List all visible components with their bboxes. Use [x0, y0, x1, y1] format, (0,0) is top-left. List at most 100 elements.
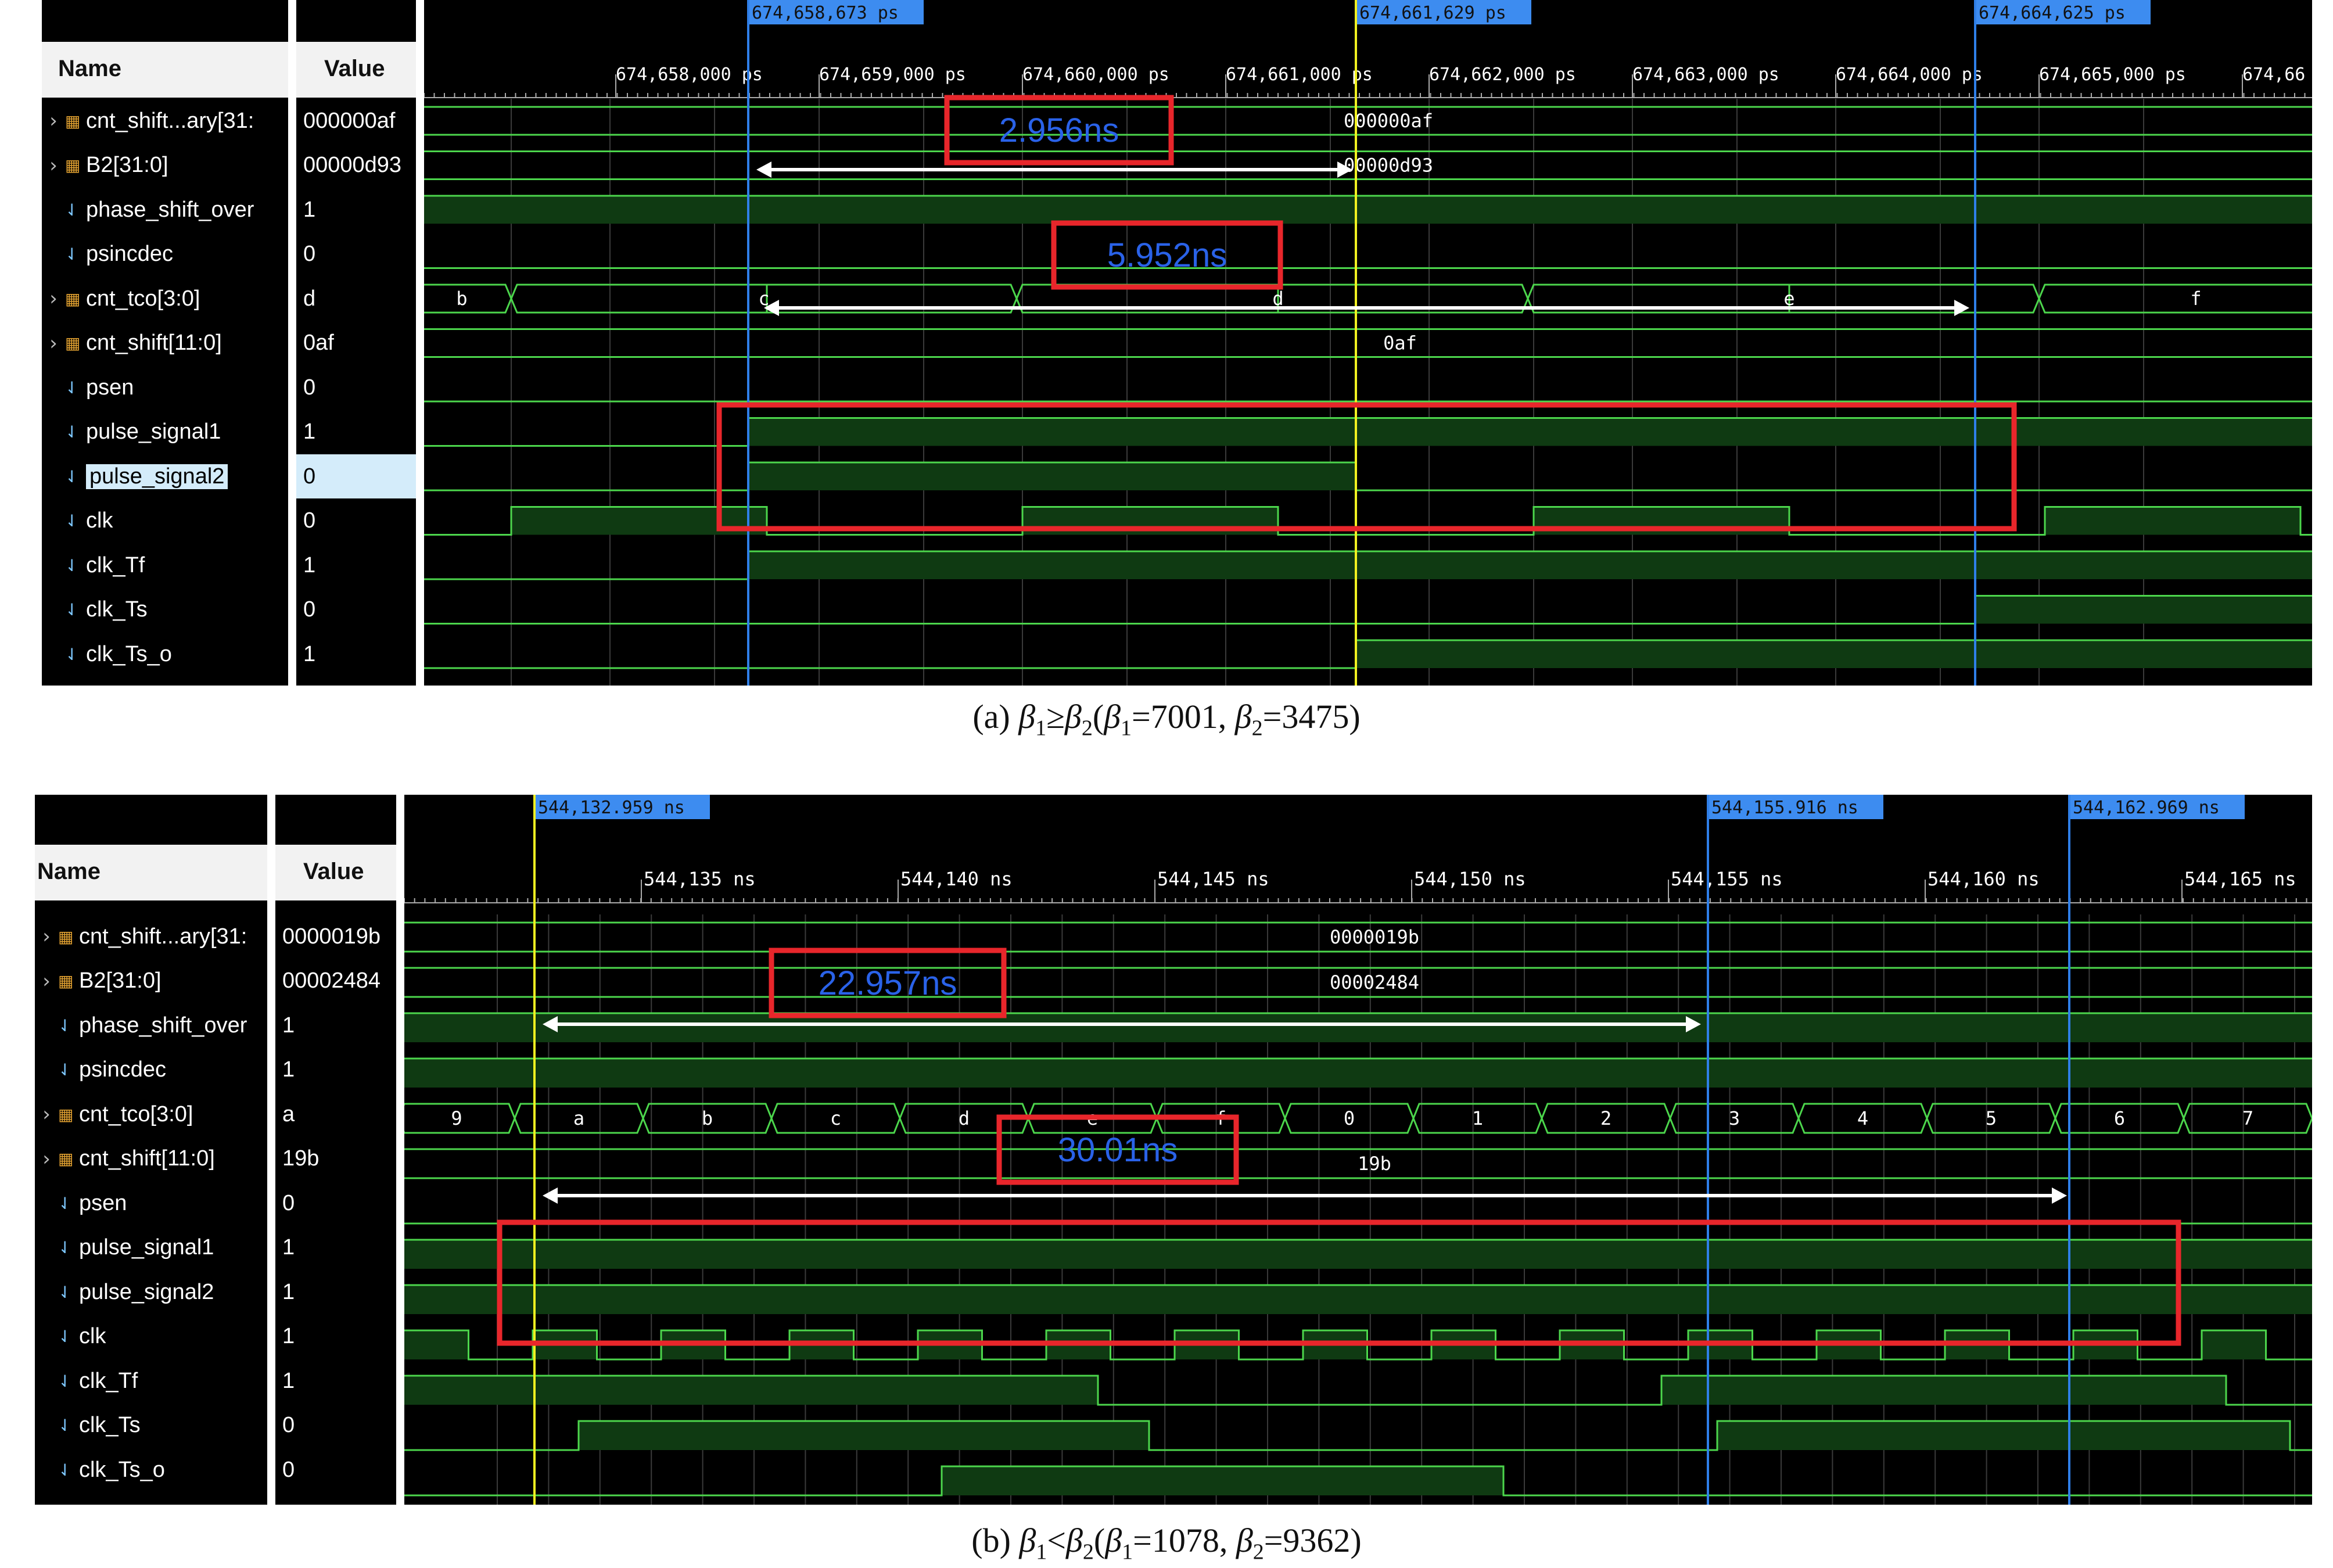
- bus-value-label: f: [2190, 288, 2201, 310]
- signal-row[interactable]: › ▦ cnt_shift...ary[31:: [42, 99, 288, 143]
- logic-signal-icon: ⇃: [65, 467, 79, 486]
- cursor-a2: 674,661,629 ps: [1355, 0, 1531, 686]
- bus-signal-icon: ▦: [58, 1149, 74, 1168]
- value-column-header[interactable]: Value: [296, 42, 416, 98]
- logic-signal-icon: ⇃: [58, 1193, 72, 1213]
- expand-chevron-icon[interactable]: ›: [49, 331, 58, 355]
- cursor-b1: 544,132.959 ns: [533, 795, 710, 1505]
- signal-row[interactable]: ⇃ clk_Ts_o: [35, 1448, 267, 1492]
- bus-value-label: 7: [2242, 1107, 2253, 1129]
- signal-name: clk_Ts_o: [79, 1457, 165, 1482]
- high-fill: [404, 1285, 2312, 1314]
- waveform-area-a[interactable]: 674,658,000 ps 674,659,000 ps 674,660,000 …: [424, 0, 2312, 686]
- signal-name: B2[31:0]: [86, 153, 168, 177]
- ruler-tick-label: 674,66: [2242, 64, 2305, 85]
- logic-signal-icon: ⇃: [58, 1371, 72, 1391]
- value-header-label: Value: [303, 859, 364, 884]
- expand-chevron-icon[interactable]: ›: [49, 153, 58, 177]
- expand-chevron-icon[interactable]: ›: [49, 287, 58, 310]
- signal-row[interactable]: ⇃ psincdec: [42, 232, 288, 277]
- signal-row[interactable]: ⇃ pulse_signal2: [35, 1270, 267, 1314]
- signal-row[interactable]: ⇃ clk_Tf: [35, 1359, 267, 1403]
- cursor-label-bg: [1357, 0, 1531, 24]
- signal-row[interactable]: ⇃ clk_Ts: [35, 1404, 267, 1448]
- signal-value: a: [282, 1101, 295, 1126]
- logic-signal-icon: ⇃: [65, 200, 79, 220]
- signal-row[interactable]: › ▦ cnt_shift[11:0]: [35, 1137, 267, 1181]
- signal-value: 00000d93: [303, 153, 402, 177]
- logic-trace: [424, 506, 2312, 536]
- waveform-canvas-a[interactable]: 674,658,000 ps 674,659,000 ps 674,660,000 …: [424, 0, 2312, 686]
- signal-row[interactable]: › ▦ cnt_tco[3:0]: [35, 1092, 267, 1136]
- signal-row[interactable]: › ▦ B2[31:0]: [42, 143, 288, 188]
- signal-row[interactable]: ⇃ phase_shift_over: [42, 188, 288, 232]
- expand-chevron-icon[interactable]: ›: [42, 1147, 51, 1171]
- ruler-tick-label: 544,145 ns: [1157, 868, 1269, 890]
- signal-row[interactable]: › ▦ cnt_shift[11:0]: [42, 321, 288, 365]
- ruler-tick-label: 544,155 ns: [1671, 868, 1783, 890]
- high-fill: [404, 1059, 2312, 1088]
- high-fill: [748, 418, 2312, 446]
- signal-name-column-a: Name › ▦ cnt_shift...ary[31: › ▦ B2[31:0] ⇃ pha…: [42, 0, 288, 686]
- signal-row[interactable]: ⇃ clk_Ts_o: [42, 632, 288, 676]
- signal-name: clk_Ts: [79, 1413, 141, 1437]
- high-fill: [1717, 1421, 2290, 1450]
- measure-box: [944, 95, 1174, 166]
- waveform-canvas-b[interactable]: 544,135 ns 544,140 ns 544,145 ns 544,150 ns…: [404, 795, 2312, 1505]
- caption-b: (b) β1<β2(β1=1078, β2=9362): [971, 1522, 1362, 1565]
- caption-a: (a) β1≥β2(β1=7001, β2=3475): [972, 698, 1361, 741]
- signal-row[interactable]: ⇃ clk_Tf: [42, 543, 288, 587]
- signal-value: 0af: [303, 331, 334, 355]
- bus-value-label: 5: [1986, 1107, 1997, 1129]
- expand-chevron-icon[interactable]: ›: [42, 925, 51, 948]
- measure-arrow-1: [756, 162, 1352, 178]
- signal-row[interactable]: › ▦ cnt_tco[3:0]: [42, 277, 288, 321]
- value-header-label: Value: [324, 56, 385, 81]
- signal-value: 1: [303, 419, 316, 444]
- bus-value-label: a: [573, 1107, 584, 1129]
- bus-signal-icon: ▦: [65, 333, 81, 353]
- ruler-tick-label: 674,661,000 ps: [1226, 64, 1373, 85]
- bus-value-label: c: [830, 1107, 841, 1129]
- signal-row[interactable]: ⇃ clk: [42, 499, 288, 543]
- expand-chevron-icon[interactable]: ›: [49, 109, 58, 132]
- arrow-head-right: [2052, 1187, 2067, 1204]
- signal-row[interactable]: ⇃ psen: [42, 365, 288, 410]
- signal-name: clk_Tf: [86, 552, 145, 577]
- signal-row[interactable]: ⇃ pulse_signal1: [42, 410, 288, 454]
- signal-row[interactable]: ⇃ psen: [35, 1181, 267, 1225]
- waveform-area-b[interactable]: 544,135 ns 544,140 ns 544,145 ns 544,150 ns…: [404, 795, 2312, 1505]
- signal-row[interactable]: ⇃ pulse_signal1: [35, 1226, 267, 1270]
- expand-chevron-icon[interactable]: ›: [42, 1103, 51, 1126]
- signal-value: 1: [303, 552, 316, 577]
- bus-value-label: 4: [1857, 1107, 1868, 1129]
- expand-chevron-icon[interactable]: ›: [42, 969, 51, 993]
- high-fill: [579, 1421, 1149, 1450]
- signal-row[interactable]: › ▦ B2[31:0]: [35, 959, 267, 1003]
- bus-signal-icon: ▦: [58, 971, 74, 991]
- ruler-tick-label: 674,665,000 ps: [2039, 64, 2186, 85]
- logic-signal-icon: ⇃: [65, 644, 79, 664]
- signal-row[interactable]: › ▦ cnt_shift...ary[31:: [35, 914, 267, 959]
- signal-value: 0: [303, 597, 316, 622]
- bus-value-label: 0af: [1383, 332, 1417, 354]
- signal-row[interactable]: ⇃ phase_shift_over: [35, 1003, 267, 1047]
- signal-row[interactable]: ⇃ pulse_signal2: [42, 454, 288, 498]
- trace-clk-ts-o: [424, 639, 2312, 669]
- signal-name: cnt_tco[3:0]: [86, 286, 200, 311]
- signal-row[interactable]: ⇃ clk_Ts: [42, 588, 288, 632]
- name-column-header[interactable]: Name: [42, 42, 288, 98]
- signal-row[interactable]: ⇃ clk: [35, 1315, 267, 1359]
- high-fill: [942, 1466, 1503, 1495]
- logic-signal-icon: ⇃: [65, 555, 79, 575]
- signal-row[interactable]: ⇃ psincdec: [35, 1048, 267, 1092]
- measure-box: [1051, 220, 1283, 290]
- value-column-header[interactable]: Value: [275, 845, 396, 900]
- ruler-tick-label: 674,659,000 ps: [819, 64, 966, 85]
- high-fill: [748, 551, 2312, 579]
- measure-label-1: 22.957ns: [769, 948, 1007, 1018]
- name-column-header[interactable]: Name: [35, 845, 267, 900]
- measure-box: [769, 948, 1007, 1018]
- high-fill: [2202, 1330, 2266, 1359]
